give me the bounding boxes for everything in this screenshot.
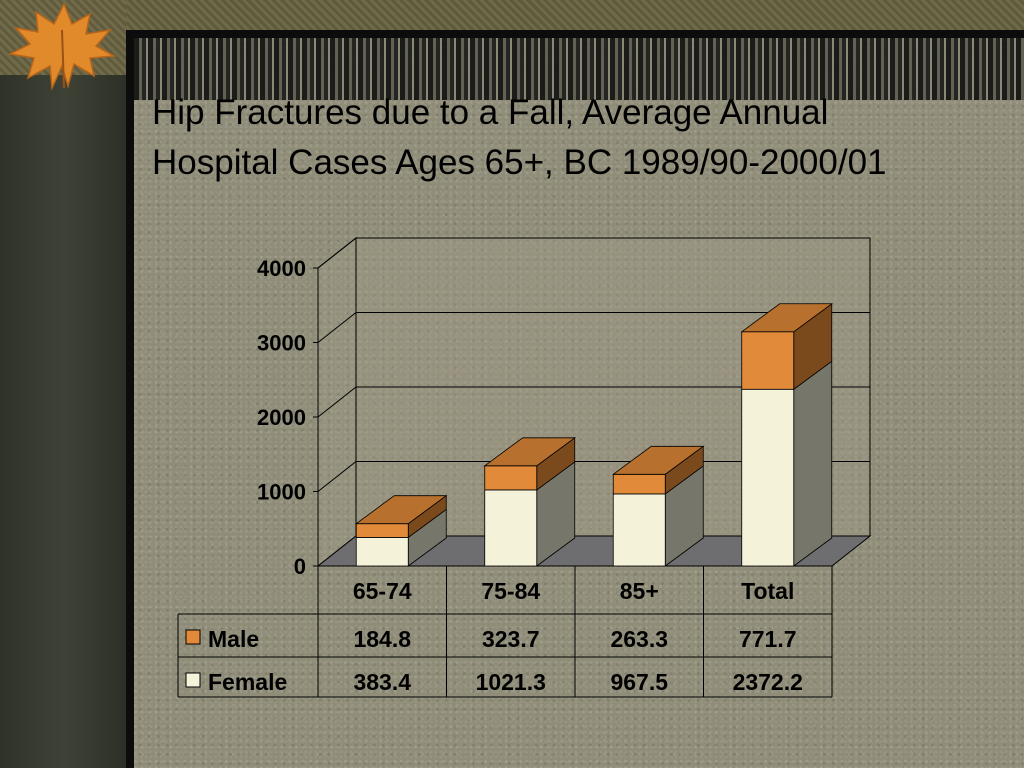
x-category-label: 65-74 [353, 578, 412, 604]
bar-male-top [612, 445, 705, 475]
bar-male-top [355, 495, 448, 525]
bar-female [484, 489, 538, 567]
bar-female-side [793, 360, 833, 567]
maple-leaf-icon [7, 2, 117, 91]
bar-male [484, 465, 538, 491]
bar-female [355, 537, 409, 567]
legend-swatch-male [185, 629, 201, 645]
x-category-label: 85+ [620, 578, 659, 604]
bar-female [612, 493, 666, 567]
legend-swatch-female [185, 672, 201, 688]
left-dark-band [0, 0, 126, 768]
table-value-female: 1021.3 [476, 669, 546, 695]
bar-male [355, 523, 409, 538]
table-value-female: 383.4 [353, 669, 411, 695]
title-line-1: Hip Fractures due to a Fall, Average Ann… [152, 93, 829, 132]
bar-male [612, 473, 666, 495]
table-value-male: 184.8 [353, 626, 411, 652]
y-tick-label: 1000 [257, 480, 306, 505]
slide-title: Hip Fractures due to a Fall, Average Ann… [152, 88, 1012, 188]
table-value-male: 263.3 [610, 626, 668, 652]
bar-male-top [483, 437, 576, 467]
table-value-female: 2372.2 [733, 669, 803, 695]
bar-male-top [740, 303, 833, 333]
title-line-2: Hospital Cases Ages 65+, BC 1989/90-2000… [152, 143, 887, 182]
y-tick-label: 4000 [257, 256, 306, 281]
slide-background [134, 38, 1024, 768]
bar-female [741, 388, 795, 567]
table-value-female: 967.5 [610, 669, 668, 695]
legend-label-female: Female [208, 669, 287, 695]
x-category-label: Total [741, 578, 794, 604]
table-value-male: 771.7 [739, 626, 797, 652]
y-gridline [317, 386, 870, 418]
legend-label-male: Male [208, 626, 259, 652]
x-category-label: 75-84 [481, 578, 540, 604]
top-texture-band [0, 0, 1024, 30]
table-value-male: 323.7 [482, 626, 540, 652]
y-gridline [317, 237, 870, 269]
bar-male [741, 331, 795, 390]
y-gridline [317, 312, 870, 343]
y-tick-label: 0 [294, 554, 306, 579]
title-texture-strip [134, 38, 1024, 100]
y-tick-label: 2000 [257, 405, 306, 430]
y-tick-label: 3000 [257, 331, 306, 356]
